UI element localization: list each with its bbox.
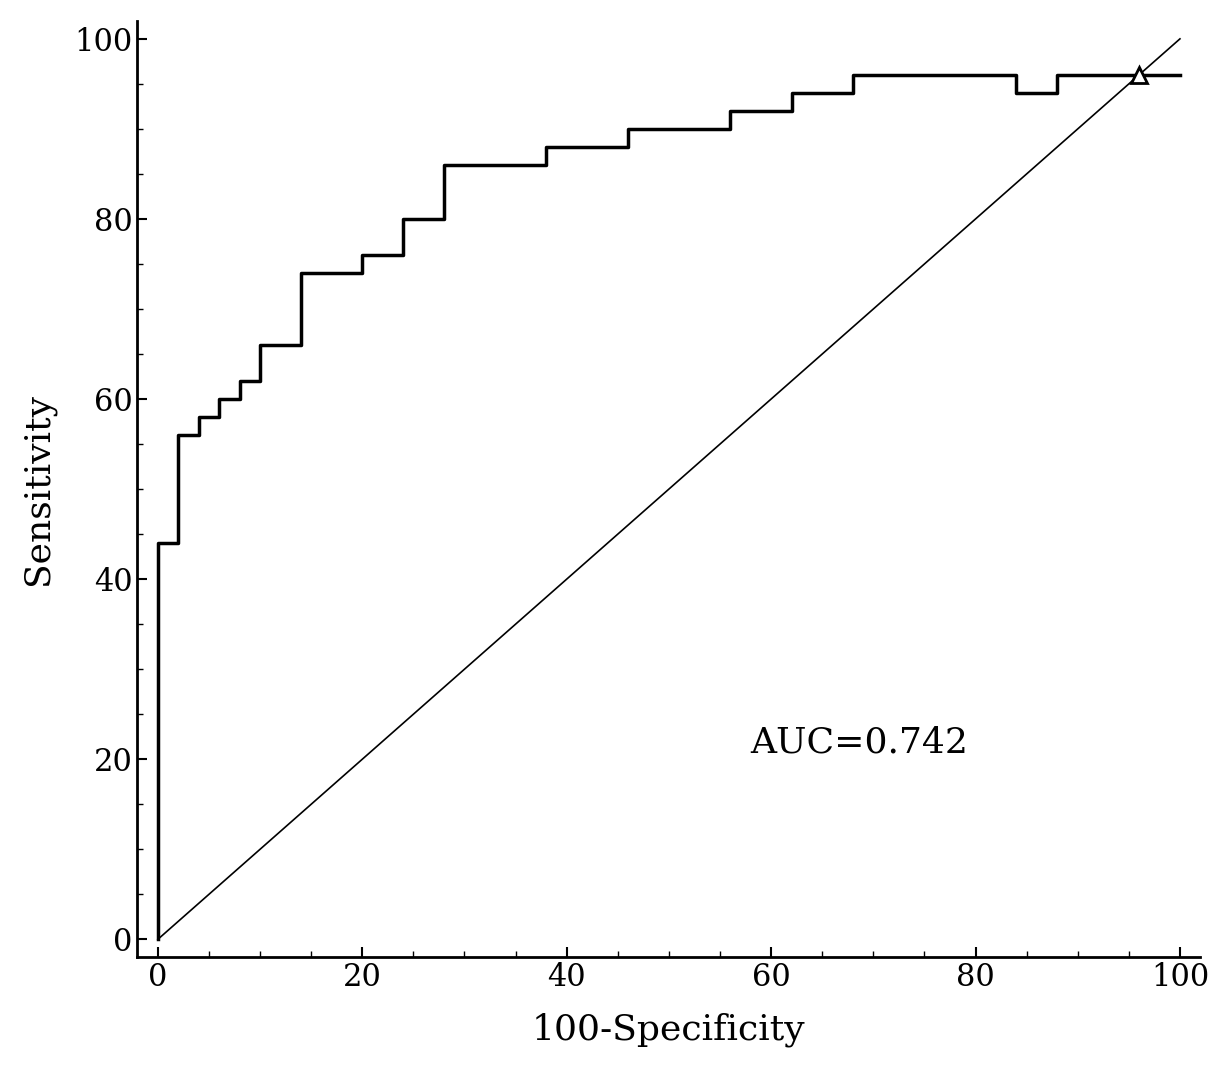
X-axis label: 100-Specificity: 100-Specificity [532, 1012, 806, 1047]
Y-axis label: Sensitivity: Sensitivity [21, 393, 55, 585]
Text: AUC=0.742: AUC=0.742 [750, 725, 968, 759]
